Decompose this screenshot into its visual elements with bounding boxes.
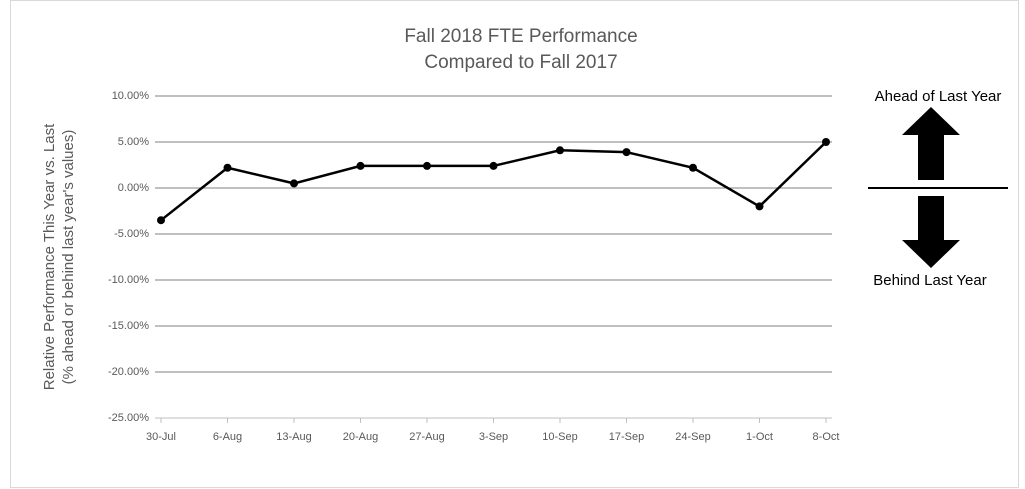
chart-title: Fall 2018 FTE Performance	[404, 26, 637, 47]
x-tick-label: 10-Sep	[542, 431, 577, 443]
point	[290, 179, 298, 188]
annotation: Ahead of Last Year	[875, 88, 1002, 105]
x-tick-label: 24-Sep	[675, 431, 710, 443]
x-tick-label: 30-Jul	[146, 431, 176, 443]
y-tick-label: -10.00%	[108, 274, 149, 286]
x-tick-label: 13-Aug	[276, 431, 311, 443]
point	[223, 163, 232, 172]
y-tick-label: -15.00%	[108, 320, 149, 332]
y-tick-label: -20.00%	[108, 366, 149, 378]
chart-border	[10, 0, 1019, 488]
annotation: Behind Last Year	[873, 272, 986, 289]
y-tick-label: 5.00%	[118, 136, 149, 148]
y-axis-label-line: Relative Performance This Year vs. Last	[41, 123, 58, 390]
x-tick-label: 6-Aug	[213, 431, 242, 443]
point	[423, 161, 431, 170]
point	[822, 138, 830, 146]
point	[755, 202, 764, 211]
x-tick-label: 3-Sep	[479, 431, 508, 443]
y-tick-label: 10.00%	[112, 90, 150, 102]
point	[489, 161, 498, 170]
y-axis-label-line: (% ahead or behind last year's values)	[60, 130, 77, 385]
x-tick-label: 1-Oct	[746, 431, 773, 443]
x-tick-label: 8-Oct	[813, 431, 840, 443]
x-tick-label: 20-Aug	[343, 431, 378, 443]
chart-title: Compared to Fall 2017	[424, 52, 617, 73]
up-arrow	[902, 107, 960, 180]
y-tick-label: 0.00%	[118, 182, 149, 194]
y-axis-label: Relative Performance This Year vs. Last …	[41, 123, 77, 390]
point	[556, 146, 564, 155]
point	[689, 163, 697, 172]
point	[622, 148, 631, 157]
down-arrow	[902, 196, 960, 268]
y-tick-label: -25.00%	[108, 412, 149, 424]
point	[157, 216, 165, 225]
point	[356, 161, 365, 170]
x-tick-label: 27-Aug	[409, 431, 444, 443]
y-tick-label: -5.00%	[114, 228, 149, 240]
x-tick-label: 17-Sep	[609, 431, 644, 443]
